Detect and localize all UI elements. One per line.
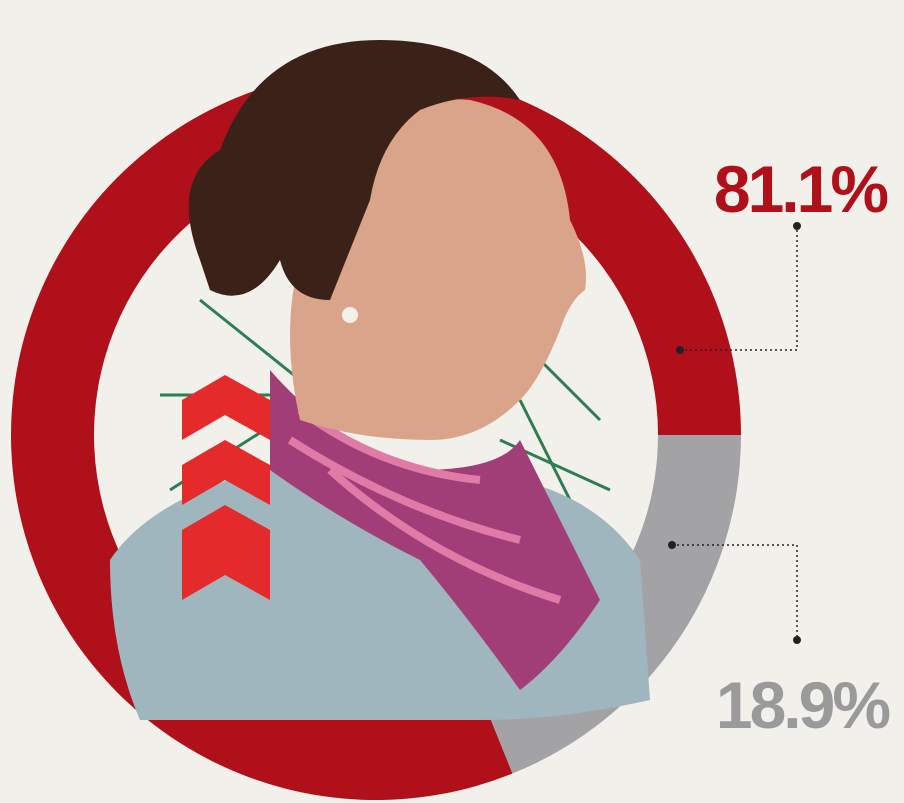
page: 81.1% 18.9% (() => { const data = JSON.p… (0, 0, 904, 803)
leader-dot (793, 636, 801, 644)
chart: 81.1% 18.9% (0, 0, 904, 803)
value-label: 18.9% (716, 668, 889, 742)
leader-dot (676, 346, 684, 354)
value-label: 81.1% (714, 152, 887, 226)
leader-dot (668, 541, 676, 549)
